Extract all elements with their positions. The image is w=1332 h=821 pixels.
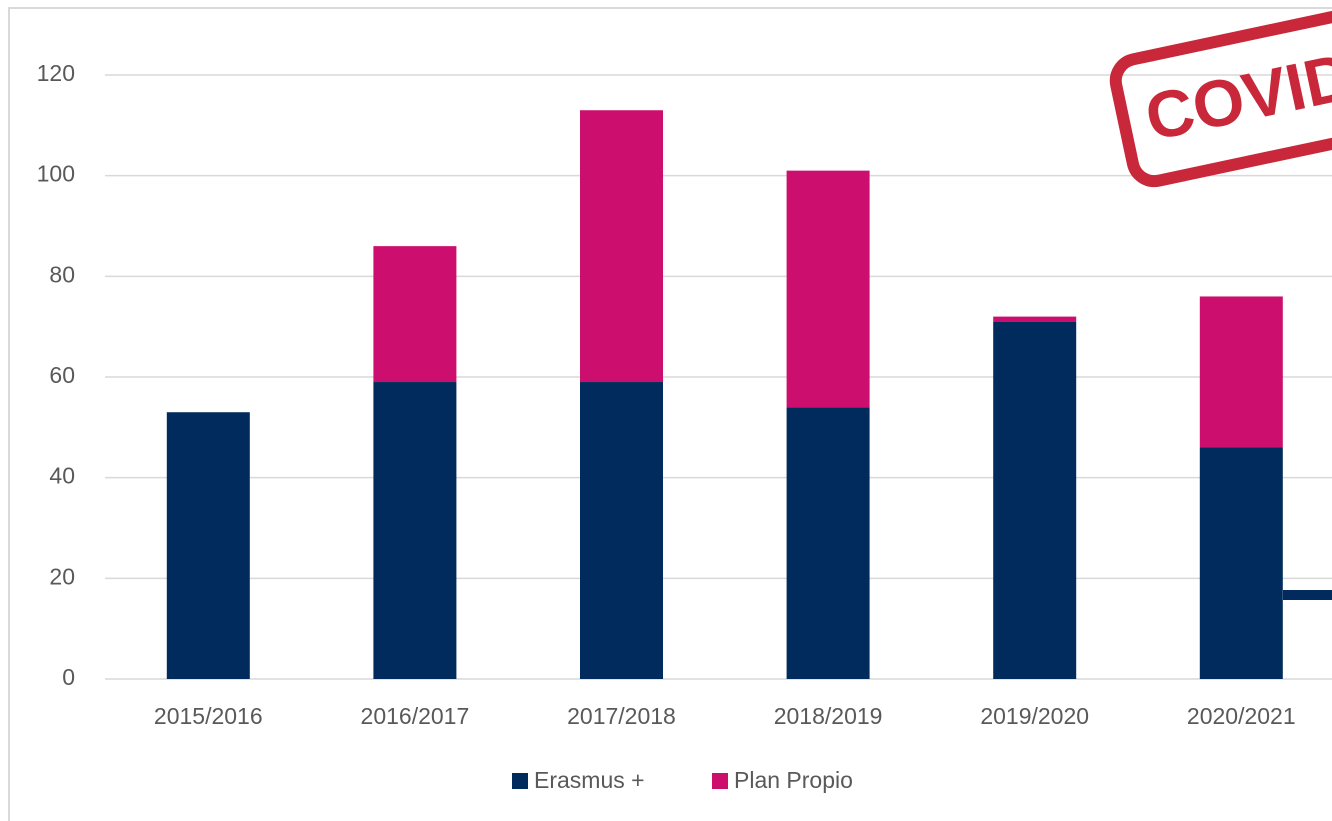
- legend-label: Erasmus +: [534, 767, 645, 793]
- x-tick-label: 2018/2019: [774, 703, 883, 729]
- bar-segment: [1200, 296, 1283, 447]
- chart: 0 20 40 60 80 100 120 2015/2016 2016/2017 2017/20…: [0, 0, 1332, 821]
- legend-swatch: [712, 773, 728, 789]
- legend-swatch: [512, 773, 528, 789]
- x-tick-label: 2015/2016: [154, 703, 263, 729]
- legend-label: Plan Propio: [734, 767, 853, 793]
- x-tick-label: 2020/2021: [1187, 703, 1296, 729]
- bar-segment: [580, 110, 663, 382]
- bar-segment: [1200, 447, 1283, 679]
- y-tick-label: 60: [49, 362, 75, 388]
- cropped-mark: [1283, 590, 1332, 600]
- y-tick-label: 120: [37, 60, 75, 86]
- covid-stamp: COVID-19: [1112, 0, 1332, 185]
- bar-segment: [580, 382, 663, 679]
- x-tick-label: 2019/2020: [980, 703, 1089, 729]
- x-tick-label: 2017/2018: [567, 703, 676, 729]
- bar-segment: [993, 317, 1076, 322]
- y-tick-label: 0: [62, 664, 75, 690]
- bar-segment: [993, 322, 1076, 679]
- y-tick-label: 20: [49, 563, 75, 589]
- bar-segment: [373, 246, 456, 382]
- x-tick-label: 2016/2017: [361, 703, 470, 729]
- bar-segment: [787, 171, 870, 408]
- bar-segment: [787, 407, 870, 679]
- y-tick-label: 40: [49, 463, 75, 489]
- y-tick-label: 80: [49, 261, 75, 287]
- page: {"chart_data": {"type": "stacked-bar", "…: [0, 0, 1332, 821]
- bar-segment: [373, 382, 456, 679]
- y-tick-label: 100: [37, 161, 75, 187]
- bar-segment: [167, 412, 250, 679]
